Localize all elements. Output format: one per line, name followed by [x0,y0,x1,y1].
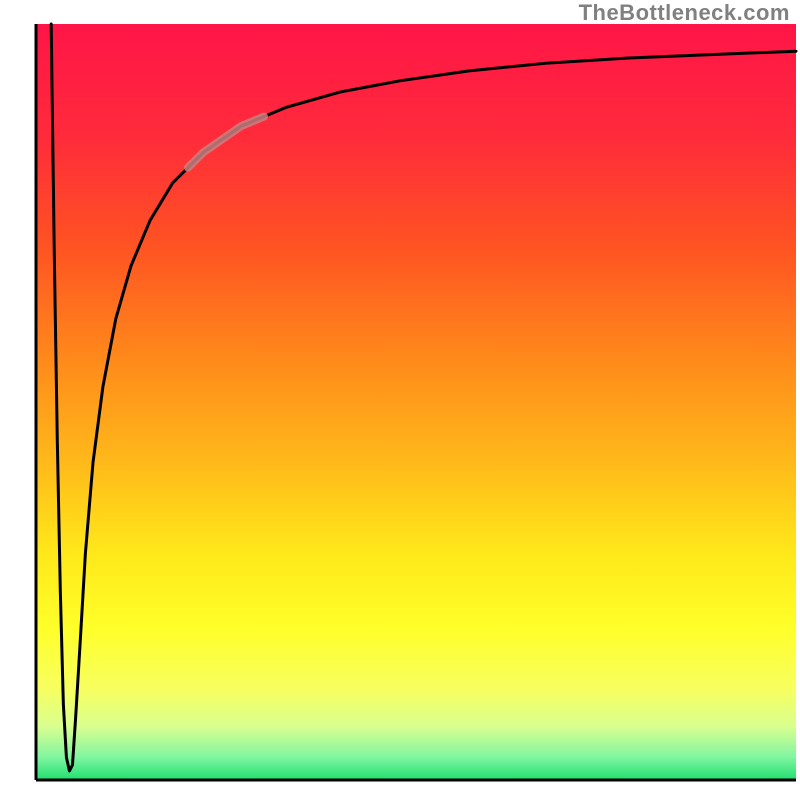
bottleneck-curve-chart [0,0,800,800]
chart-container: TheBottleneck.com [0,0,800,800]
watermark-label: TheBottleneck.com [579,0,790,26]
gradient-background [36,24,796,780]
